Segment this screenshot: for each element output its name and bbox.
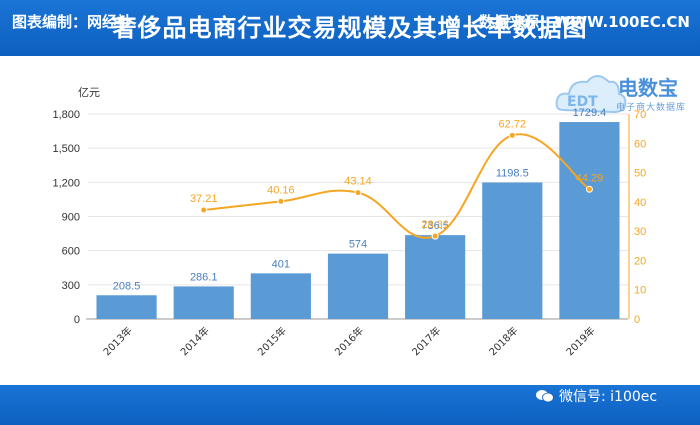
x-tick-label: 2019年 [563,324,597,358]
logo-name: 电数宝 [618,76,678,100]
x-tick-label: 2018年 [486,324,520,358]
y-axis-unit-label: 亿元 [78,86,100,99]
growth-rate-label: 43.14 [344,176,372,188]
y-tick-label: 1,200 [52,177,80,189]
y-tick-label: 600 [62,246,80,258]
y-tick-label: 1,500 [52,143,80,155]
y-tick-label: 0 [74,314,80,326]
growth-rate-point [508,131,516,139]
bar-value-label: 736.5 [421,220,449,232]
growth-rate-point [200,206,208,214]
footer-bar [0,385,700,425]
logo-subtitle: 电子商大数据库 [616,103,687,113]
y-tick-label: 900 [62,212,80,224]
bar [173,286,234,319]
growth-rate-label: 44.29 [576,172,604,184]
bar-value-label: 401 [272,258,290,270]
bar [559,122,620,319]
growth-rate-point [585,185,593,193]
bar-value-label: 1198.5 [496,168,529,180]
y2-tick-label: 40 [634,197,646,209]
growth-rate-label: 37.21 [190,193,218,205]
growth-rate-label: 40.16 [267,184,295,196]
chart-title: 奢侈品电商行业交易规模及其增长率数据图 [112,14,588,42]
growth-rate-point [277,197,285,205]
bar [250,273,311,319]
growth-rate-point [431,232,439,240]
bar-value-label: 574 [349,239,367,251]
wechat-id: 微信号: i100ec [559,389,658,405]
growth-rate-label: 62.72 [499,118,527,130]
bar [482,182,543,319]
title-bar [0,0,700,56]
cloud-logo-icon: EDT [555,75,627,114]
x-tick-label: 2017年 [409,324,443,358]
growth-rate-point [354,189,362,197]
bar-value-label: 286.1 [190,271,218,283]
y2-tick-label: 0 [634,314,640,326]
y2-tick-label: 20 [634,255,646,267]
bar-value-label: 1729.4 [573,107,607,119]
wechat-icon [536,390,554,403]
bar-value-label: 208.5 [113,280,141,292]
x-tick-label: 2014年 [178,324,212,358]
wechat-badge: 微信号: i100ec [535,387,657,405]
x-tick-label: 2013年 [100,324,134,358]
y2-tick-label: 50 [634,168,646,180]
bar [405,235,466,319]
footer-source-editor: 图表编制：网经社 [12,13,133,31]
svg-text:EDT: EDT [567,94,598,110]
y-tick-label: 300 [62,280,80,292]
y2-tick-label: 60 [634,138,646,150]
y2-tick-label: 70 [634,109,646,121]
y2-tick-label: 30 [634,226,646,238]
x-tick-label: 2015年 [255,324,289,358]
chart: 亿元 0 300 600 900 1,200 1,500 1,800 0 10 20 30 40 50 60… [52,86,646,358]
y-tick-label: 1,800 [52,109,80,121]
footer-data-source: 数据来源：WWW.100EC.CN [479,13,690,31]
bar [327,253,389,319]
x-tick-label: 2016年 [332,324,366,358]
y2-tick-label: 10 [634,285,646,297]
growth-rate-label: 28.31 [421,219,449,231]
bar [96,295,157,319]
